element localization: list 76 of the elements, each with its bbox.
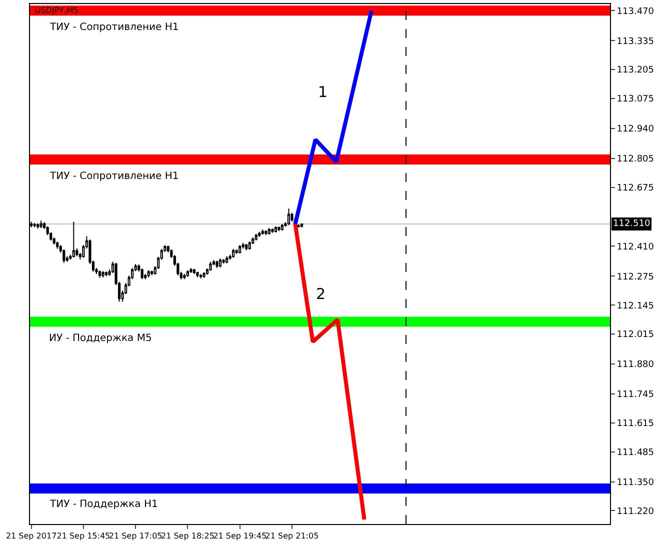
- y-tick-label: 113.075: [616, 94, 654, 105]
- candlestick: [186, 270, 190, 278]
- x-tick-label: 21 Sep 18:25: [161, 532, 214, 541]
- ref-line-label: 112.510: [613, 219, 650, 229]
- x-tick-label: 21 Sep 15:45: [56, 532, 110, 541]
- candlestick: [258, 231, 261, 238]
- candlestick: [238, 244, 242, 254]
- candlestick: [235, 249, 238, 254]
- candlestick: [209, 261, 212, 272]
- candlestick: [222, 258, 225, 264]
- candlestick: [190, 268, 192, 274]
- candlestick: [226, 256, 228, 264]
- candlestick: [192, 268, 196, 274]
- candlestick: [40, 220, 42, 228]
- candlestick: [62, 249, 66, 264]
- y-tick-label: 111.745: [616, 390, 654, 400]
- y-tick-label: 112.145: [616, 301, 654, 312]
- y-tick-label: 111.615: [616, 419, 654, 430]
- y-tick-label: 112.015: [616, 330, 654, 340]
- candlestick: [202, 272, 206, 278]
- y-tick-label: 112.675: [616, 183, 654, 194]
- x-tick-label: 21 Sep 21:05: [265, 532, 319, 541]
- line-series: [293, 222, 366, 522]
- y-tick-label: 112.940: [616, 124, 654, 135]
- candlestick: [196, 271, 199, 278]
- candlestick: [218, 258, 222, 268]
- candlestick: [287, 208, 290, 226]
- candlestick: [98, 270, 102, 278]
- chart-title: USDJPY,M5: [35, 6, 79, 15]
- candlestick: [52, 236, 56, 245]
- x-tick-label: 21 Sep 17:05: [108, 532, 162, 541]
- y-tick-label: 113.470: [616, 6, 654, 17]
- candlestick: [72, 221, 75, 258]
- candlestick: [274, 226, 277, 233]
- y-tick-label: 112.410: [616, 242, 654, 252]
- x-tick-label: 21 Sep 19:45: [213, 532, 267, 541]
- candlestick: [290, 212, 294, 222]
- candlestick: [150, 270, 154, 276]
- ref-line-label: ТИУ - Поддержка H1: [49, 499, 158, 510]
- ref-line-label: ТИУ - Сопротивление H1: [49, 22, 179, 33]
- candlestick: [102, 270, 104, 278]
- y-tick-label: 111.350: [616, 478, 654, 488]
- candlestick: [56, 241, 59, 250]
- y-tick-label: 111.880: [616, 360, 654, 370]
- candlestick: [261, 229, 264, 236]
- candlestick: [280, 224, 284, 232]
- y-tick-label: 111.485: [616, 448, 654, 458]
- candlestick: [104, 271, 108, 277]
- y-tick-label: 111.220: [616, 506, 654, 517]
- line-series: [293, 8, 374, 226]
- candlestick: [36, 223, 40, 229]
- candlestick: [216, 260, 218, 268]
- candlestick: [271, 228, 274, 234]
- ref-line-label: ИУ - Поддержка M5: [49, 333, 152, 344]
- candlestick: [297, 224, 300, 228]
- candlestick: [199, 274, 202, 279]
- series-label: 1: [318, 83, 328, 101]
- candlestick: [33, 222, 36, 228]
- y-tick-label: 112.275: [616, 272, 654, 282]
- candlestick: [183, 274, 186, 280]
- y-tick-label: 112.805: [616, 154, 654, 165]
- candlestick: [147, 270, 150, 278]
- series-label: 2: [316, 285, 326, 303]
- y-tick-label: 113.205: [616, 66, 654, 76]
- candlestick: [254, 233, 258, 241]
- candlestick: [268, 228, 270, 236]
- ref-line-label: ТИУ - Сопротивление H1: [49, 171, 179, 182]
- x-tick-label: 21 Sep 2017: [6, 532, 57, 541]
- candlestick: [140, 268, 144, 280]
- candlestick: [264, 230, 268, 236]
- candlestick: [300, 223, 304, 228]
- candlestick: [248, 240, 251, 250]
- y-tick-label: 113.335: [616, 36, 654, 47]
- candlestick: [278, 226, 280, 232]
- candlestick: [245, 244, 248, 251]
- candlestick: [232, 248, 235, 258]
